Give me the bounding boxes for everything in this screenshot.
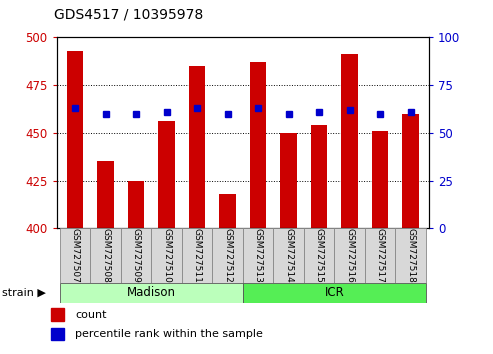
Bar	[158, 121, 175, 228]
Text: count: count	[75, 309, 107, 320]
Bar	[128, 181, 144, 228]
Text: Madison: Madison	[127, 286, 176, 299]
Bar	[212, 228, 243, 283]
Bar	[151, 228, 182, 283]
Bar	[280, 133, 297, 228]
Text: strain ▶: strain ▶	[2, 288, 46, 298]
Text: GSM727514: GSM727514	[284, 228, 293, 283]
Text: GSM727507: GSM727507	[70, 228, 79, 283]
Text: GSM727508: GSM727508	[101, 228, 110, 283]
Text: GSM727511: GSM727511	[193, 228, 202, 283]
Bar	[243, 228, 273, 283]
Bar	[372, 131, 388, 228]
Text: GSM727518: GSM727518	[406, 228, 415, 283]
Bar	[51, 328, 65, 340]
Bar	[249, 62, 266, 228]
Bar	[341, 55, 358, 228]
Text: GSM727509: GSM727509	[132, 228, 141, 283]
Bar	[60, 283, 243, 303]
Bar	[90, 228, 121, 283]
Bar	[304, 228, 334, 283]
Text: GSM727510: GSM727510	[162, 228, 171, 283]
Bar	[219, 194, 236, 228]
Bar	[67, 51, 83, 228]
Text: GDS4517 / 10395978: GDS4517 / 10395978	[54, 7, 204, 21]
Bar	[402, 114, 419, 228]
Bar	[121, 228, 151, 283]
Bar	[311, 125, 327, 228]
Text: GSM727513: GSM727513	[253, 228, 263, 283]
Text: GSM727516: GSM727516	[345, 228, 354, 283]
Bar	[243, 283, 426, 303]
Bar	[189, 66, 206, 228]
Text: GSM727515: GSM727515	[315, 228, 323, 283]
Bar	[97, 161, 114, 228]
Bar	[334, 228, 365, 283]
Bar	[182, 228, 212, 283]
Bar	[51, 308, 65, 321]
Text: percentile rank within the sample: percentile rank within the sample	[75, 329, 263, 339]
Text: ICR: ICR	[324, 286, 344, 299]
Bar	[60, 228, 90, 283]
Text: GSM727517: GSM727517	[376, 228, 385, 283]
Bar	[365, 228, 395, 283]
Bar	[395, 228, 426, 283]
Text: GSM727512: GSM727512	[223, 228, 232, 283]
Bar	[273, 228, 304, 283]
